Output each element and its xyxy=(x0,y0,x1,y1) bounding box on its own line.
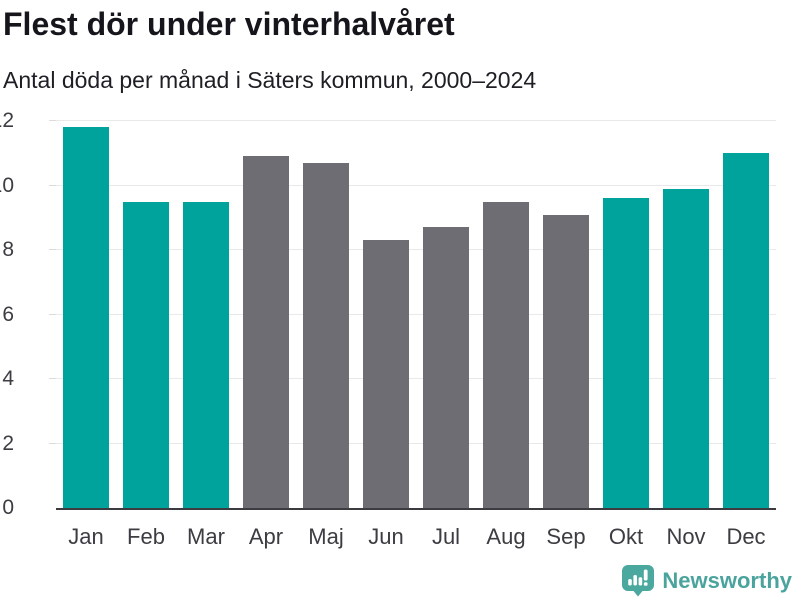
bar-okt xyxy=(603,198,649,508)
gridline-y6 xyxy=(56,313,776,315)
x-axis-label-nov: Nov xyxy=(666,524,706,549)
bar-sep xyxy=(543,214,589,508)
bar-nov xyxy=(663,188,709,508)
x-axis-label-apr: Apr xyxy=(248,524,284,549)
chart-title: Flest dör under vinterhalvåret xyxy=(3,6,455,42)
bar-jul xyxy=(423,227,469,508)
y-tick-mark-8 xyxy=(49,249,56,250)
y-tick-mark-10 xyxy=(49,184,56,186)
y-axis-label-8: 8 xyxy=(2,238,14,261)
bar-maj xyxy=(303,162,349,508)
y-axis-label-2: 2 xyxy=(2,431,14,455)
bar-mar xyxy=(183,201,229,508)
x-axis-label-okt: Okt xyxy=(608,524,644,549)
y-axis-label-6: 6 xyxy=(2,302,14,326)
gridline-y8 xyxy=(56,249,776,250)
y-tick-mark-12 xyxy=(49,120,56,121)
gridline-y2 xyxy=(56,442,776,444)
newsworthy-logo-icon xyxy=(621,564,655,597)
gridline-y10 xyxy=(56,184,776,186)
newsworthy-brand: Newsworthy xyxy=(621,564,792,597)
x-axis-label-sep: Sep xyxy=(546,524,586,549)
x-axis-label-jan: Jan xyxy=(68,524,104,549)
x-axis-label-jun: Jun xyxy=(368,524,404,549)
x-axis-label-jul: Jul xyxy=(431,524,461,549)
bar-aug xyxy=(483,201,529,508)
bar-feb xyxy=(123,201,169,508)
bar-jun xyxy=(363,240,409,508)
gridline-y12 xyxy=(56,120,776,121)
y-axis-label-12: 12 xyxy=(0,109,14,132)
x-axis-label-mar: Mar xyxy=(187,524,225,549)
newsworthy-logo-text: Newsworthy xyxy=(662,567,792,593)
bar-jan xyxy=(63,127,109,508)
x-axis-label-maj: Maj xyxy=(308,524,344,549)
y-axis-label-0: 0 xyxy=(2,496,14,519)
x-axis-label-dec: Dec xyxy=(726,524,766,549)
plot-area: 0 2 4 6 8 10 12 xyxy=(0,109,776,519)
y-axis-label-4: 4 xyxy=(2,367,14,390)
x-axis-labels: Jan Feb Mar Apr Maj Jun Jul Aug Sep Okt Nov Dec xyxy=(56,518,776,550)
chart-subtitle: Antal döda per månad i Säters kommun, 20… xyxy=(3,67,537,93)
gridline-y4 xyxy=(56,378,776,379)
y-tick-mark-2 xyxy=(49,442,56,444)
bar-chart: 0 2 4 6 8 10 12 Jan Feb Mar Apr Maj Jun Jul Aug Sep Okt… xyxy=(0,109,800,561)
x-axis-label-feb: Feb xyxy=(127,524,165,549)
y-axis-label-10: 10 xyxy=(0,173,14,197)
x-axis-label-aug: Aug xyxy=(486,524,526,549)
bar-apr xyxy=(243,156,289,508)
y-tick-mark-4 xyxy=(49,378,56,379)
bar-dec xyxy=(723,153,769,508)
y-tick-mark-6 xyxy=(49,313,56,315)
